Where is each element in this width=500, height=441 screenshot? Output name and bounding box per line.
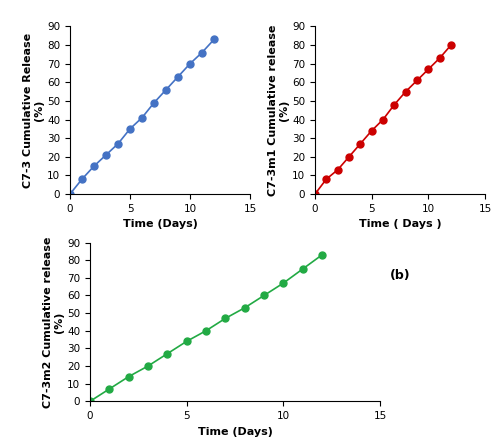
Y-axis label: C7-3m1 Cumulative release
(%): C7-3m1 Cumulative release (%)	[268, 25, 289, 196]
X-axis label: Time (Days): Time (Days)	[122, 219, 198, 229]
Y-axis label: C7-3m2 Cumulative release
(%): C7-3m2 Cumulative release (%)	[43, 236, 64, 407]
X-axis label: Time (Days): Time (Days)	[198, 426, 272, 437]
Text: (a): (a)	[150, 269, 170, 282]
Text: (b): (b)	[390, 269, 410, 282]
X-axis label: Time ( Days ): Time ( Days )	[358, 219, 442, 229]
Y-axis label: C7-3 Cumulative Release
(%): C7-3 Cumulative Release (%)	[23, 33, 44, 188]
